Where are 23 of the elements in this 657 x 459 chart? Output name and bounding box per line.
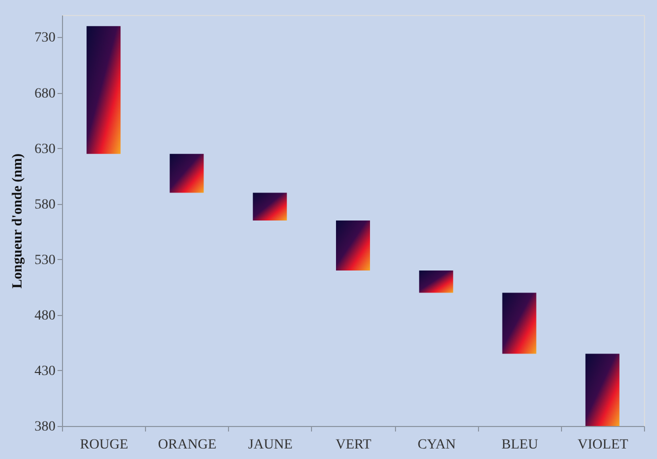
y-tick-label: 680 (34, 86, 56, 102)
y-tick-label: 580 (34, 197, 56, 212)
x-tick-label: VERT (336, 438, 372, 452)
y-tick-label: 730 (34, 30, 56, 46)
bar (86, 26, 121, 154)
x-tick-label: ORANGE (158, 438, 216, 452)
bar (252, 192, 287, 220)
y-tick-label: 530 (34, 252, 56, 268)
y-tick-label: 630 (34, 142, 56, 157)
y-axis-title: Longueur d'onde (nm) (10, 153, 26, 289)
bar (170, 154, 204, 193)
bar (502, 292, 536, 354)
x-tick-label: VIOLET (578, 438, 629, 452)
x-tick-label: BLEU (502, 438, 538, 452)
x-tick-label: CYAN (418, 438, 456, 452)
bar (419, 270, 454, 293)
x-tick-label: ROUGE (80, 438, 128, 452)
y-tick-label: 380 (34, 420, 56, 434)
y-tick-label: 430 (34, 364, 56, 379)
bar (585, 354, 620, 426)
x-tick-label: JAUNE (248, 438, 293, 452)
bar (336, 220, 370, 270)
y-tick-label: 480 (34, 308, 56, 324)
